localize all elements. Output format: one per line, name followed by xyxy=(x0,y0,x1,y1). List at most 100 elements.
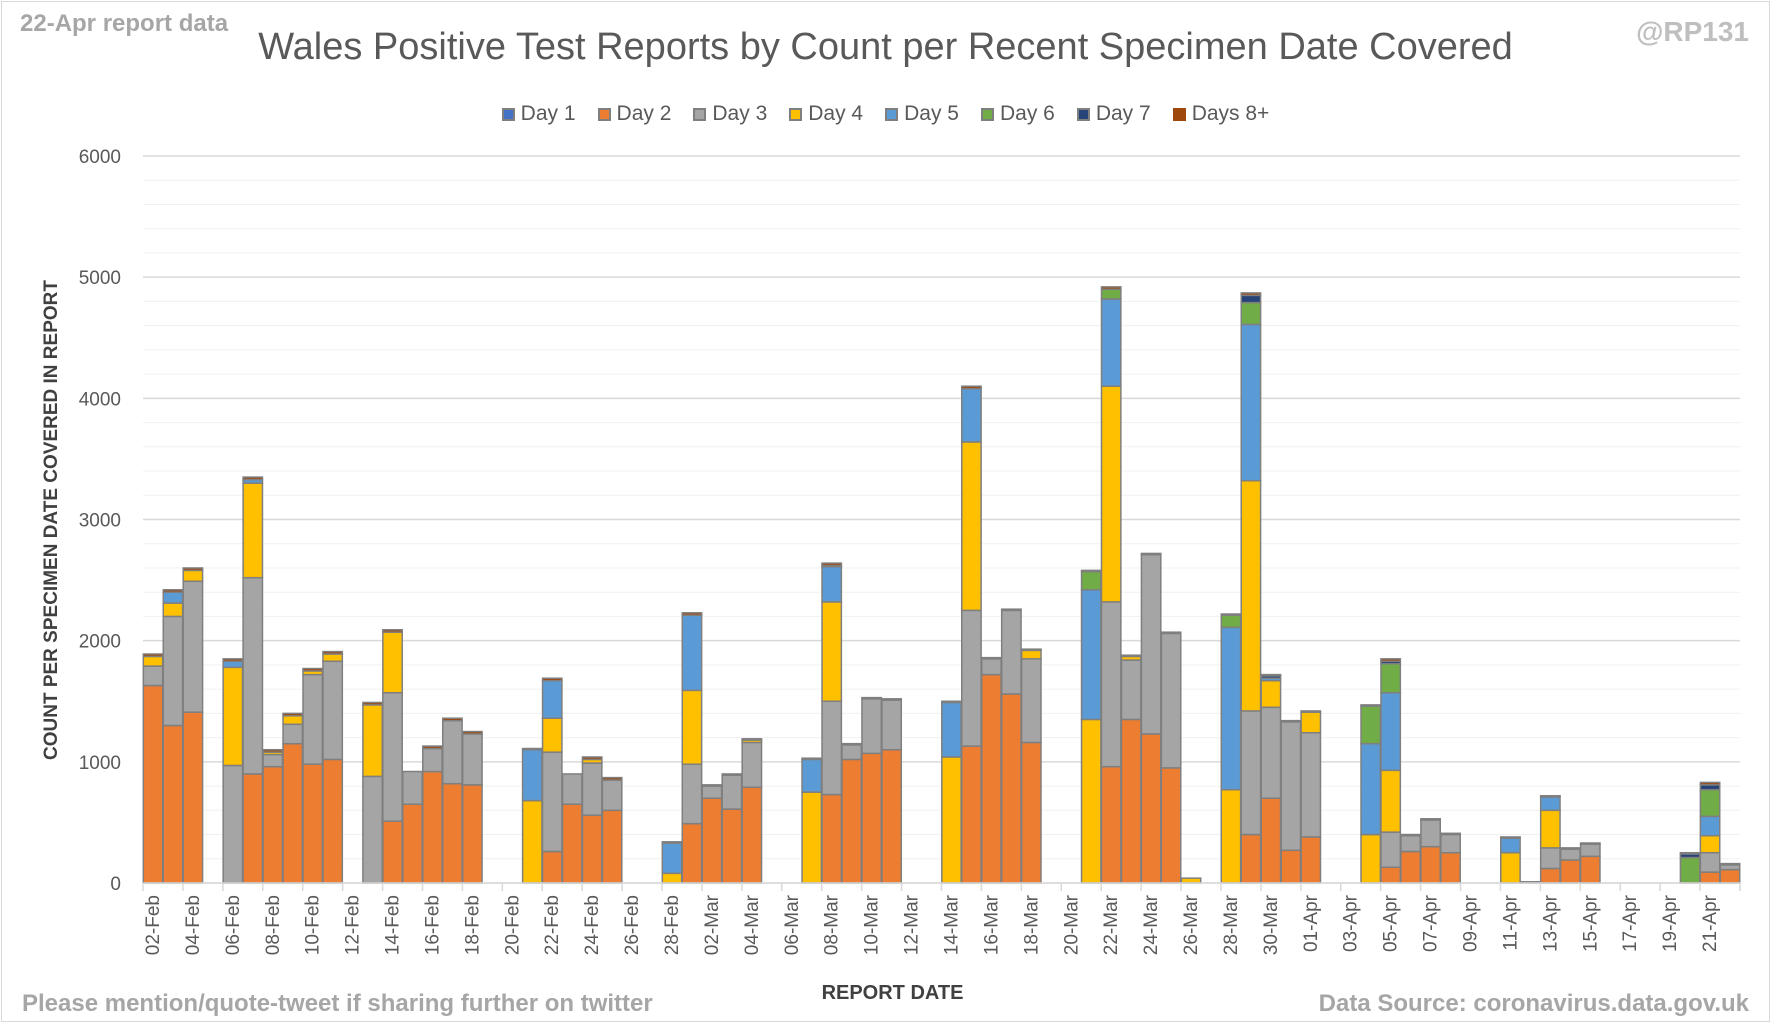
bar-segment-day-6-21-apr xyxy=(1699,788,1721,818)
bar-segment-day-3-13-feb xyxy=(362,775,384,884)
x-tick-label: 12-Feb xyxy=(343,895,364,955)
bar-segment-day-5-15-mar xyxy=(961,387,982,443)
x-tick-label: 02-Feb xyxy=(143,895,164,955)
x-tick-label: 13-Apr xyxy=(1540,894,1561,952)
x-tick-label: 06-Mar xyxy=(782,894,803,955)
bar-segment-day-3-11-mar xyxy=(881,699,903,751)
bar-segment-day-2-30-mar xyxy=(1260,797,1282,884)
legend-swatch xyxy=(597,107,611,121)
bar-segment-days-8--17-mar xyxy=(1000,608,1022,612)
bar-segment-day-4-01-apr xyxy=(1300,711,1322,734)
bar-segment-day-5-28-mar xyxy=(1220,626,1242,791)
bar-segment-day-2-29-mar xyxy=(1240,833,1262,884)
x-tick-label: 18-Feb xyxy=(462,895,483,955)
bar-segment-day-5-21-apr xyxy=(1699,815,1721,837)
bar-segment-days-8--24-mar xyxy=(1140,552,1162,556)
legend-item: Day 3 xyxy=(693,102,767,126)
x-tick-label: 04-Mar xyxy=(742,894,763,955)
bar-segment-day-3-03-mar xyxy=(721,774,743,810)
bar-segment-days-8--11-feb xyxy=(322,650,344,655)
author-handle: @RP131 xyxy=(1636,16,1749,47)
legend-label: Day 2 xyxy=(616,102,672,125)
bar-segment-days-8--21-mar xyxy=(1080,569,1102,573)
bar-segment-day-2-09-feb xyxy=(282,742,304,884)
bar-segment-day-3-04-feb xyxy=(182,580,204,713)
bar-segment-day-3-15-mar xyxy=(961,609,982,747)
bar-segment-days-8--30-mar xyxy=(1260,673,1282,677)
bar-segment-days-8--22-mar xyxy=(1100,286,1122,291)
bar-segment-days-8--10-mar xyxy=(861,696,883,700)
bar-segment-day-4-01-mar xyxy=(681,689,703,766)
x-tick-label: 26-Feb xyxy=(622,895,643,955)
bar-segment-day-3-24-mar xyxy=(1140,553,1162,735)
x-tick-label: 21-Apr xyxy=(1700,894,1721,952)
bar-segment-days-8--03-feb xyxy=(162,589,184,593)
bar-segment-day-4-14-mar xyxy=(941,756,962,884)
bar-segment-day-2-11-mar xyxy=(881,748,903,884)
bar-segment-day-6-04-apr xyxy=(1360,705,1382,745)
bar-segment-day-5-21-mar xyxy=(1080,589,1102,721)
x-tick-label: 03-Apr xyxy=(1341,894,1362,952)
legend-label: Day 6 xyxy=(999,102,1055,125)
bar-segment-day-2-08-apr xyxy=(1440,851,1461,884)
bar-segment-day-2-22-mar xyxy=(1100,765,1122,884)
legend-item: Day 1 xyxy=(501,102,576,126)
bar-segment-day-3-08-feb xyxy=(262,753,284,768)
bar-segment-day-4-09-feb xyxy=(282,715,304,726)
bar-segment-day-4-11-feb xyxy=(322,653,344,663)
legend-label: Day 1 xyxy=(520,102,576,125)
bar-segment-day-5-29-mar xyxy=(1240,323,1262,482)
bar-segment-days-8--08-mar xyxy=(821,562,843,567)
bar-segment-days-8--08-apr xyxy=(1440,832,1461,836)
bar-segment-day-3-07-feb xyxy=(242,576,264,775)
bar-segment-day-6-21-mar xyxy=(1080,570,1102,591)
report-date-note: 22-Apr report data xyxy=(20,10,229,37)
bar-segment-days-8--04-apr xyxy=(1360,704,1382,707)
legend-label: Day 5 xyxy=(904,102,959,125)
legend-label: Day 7 xyxy=(1095,102,1151,125)
bar-segment-day-4-28-mar xyxy=(1220,788,1242,884)
x-tick-label: 22-Feb xyxy=(542,895,563,955)
x-tick-label: 18-Mar xyxy=(1021,894,1042,955)
bar-segment-day-3-03-feb xyxy=(162,615,184,727)
bar-segment-day-3-08-apr xyxy=(1440,833,1461,854)
bar-segment-day-2-06-apr xyxy=(1400,850,1422,884)
x-tick-label: 05-Apr xyxy=(1381,894,1402,952)
y-tick-label: 6000 xyxy=(79,147,121,168)
legend-swatch xyxy=(693,107,707,121)
bar-segment-day-6-05-apr xyxy=(1380,662,1402,694)
bar-segment-day-2-03-mar xyxy=(721,808,743,884)
bar-segment-day-4-05-apr xyxy=(1380,769,1402,833)
bar-segment-days-8--28-mar xyxy=(1220,613,1242,616)
bar-segment-day-4-11-apr xyxy=(1499,851,1521,884)
bar-segment-day-4-07-feb xyxy=(242,482,264,579)
bar-segment-days-8--16-mar xyxy=(980,656,1002,660)
bar-segment-day-5-21-feb xyxy=(521,748,543,802)
bar-segment-days-8--09-feb xyxy=(282,712,304,717)
legend-label: Day 4 xyxy=(808,102,864,125)
bar-segment-day-2-22-apr xyxy=(1719,868,1741,884)
bar-segment-day-5-08-mar xyxy=(821,566,843,603)
bar-segment-day-5-01-mar xyxy=(681,614,703,692)
bar-segment-days-8--15-mar xyxy=(961,385,982,390)
bar-segment-day-3-22-feb xyxy=(541,751,563,853)
y-tick-label: 0 xyxy=(110,874,121,895)
bar-segment-day-4-14-feb xyxy=(382,631,403,694)
bar-segment-day-3-09-feb xyxy=(282,723,304,745)
x-tick-label: 24-Feb xyxy=(582,895,603,955)
bar-segment-days-8--22-apr xyxy=(1719,862,1741,866)
legend-label: Day 3 xyxy=(712,102,768,125)
bar-segment-days-8--15-apr xyxy=(1579,842,1601,845)
y-tick-label: 5000 xyxy=(79,268,121,289)
bar-segment-day-5-11-apr xyxy=(1499,837,1521,854)
bar-segment-day-3-02-mar xyxy=(701,785,723,799)
bar-segment-days-8--07-mar xyxy=(801,757,823,761)
bar-segment-day-7-29-mar xyxy=(1240,294,1262,304)
bar-segment-days-8--03-mar xyxy=(721,773,743,776)
bar-segment-days-8--20-apr xyxy=(1679,851,1701,855)
bar-segment-day-2-02-feb xyxy=(142,684,164,884)
legend-swatch xyxy=(1076,107,1090,121)
bar-segment-days-8--10-feb xyxy=(302,667,324,672)
bar-segment-day-3-05-apr xyxy=(1380,831,1402,868)
